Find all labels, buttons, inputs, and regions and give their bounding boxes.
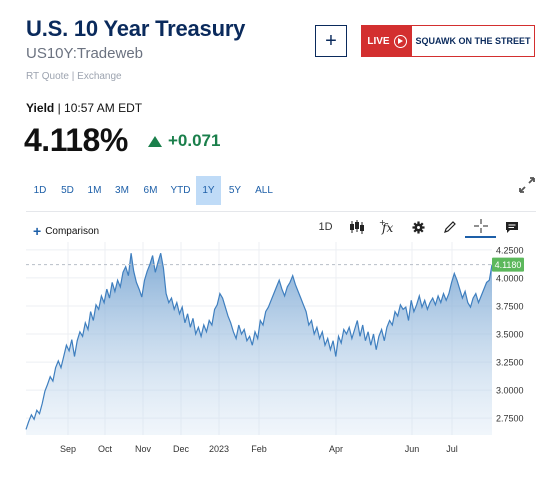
range-1m[interactable]: 1M bbox=[87, 185, 102, 196]
series-area bbox=[26, 253, 492, 435]
x-tick-label: Nov bbox=[135, 444, 152, 454]
x-tick-label: 2023 bbox=[209, 444, 229, 454]
svg-text:+: + bbox=[379, 219, 386, 227]
y-tick-label: 4.0000 bbox=[496, 273, 524, 283]
y-tick-label: 3.5000 bbox=[496, 330, 524, 340]
range-1y[interactable]: 1Y bbox=[196, 176, 221, 205]
comparison-label: Comparison bbox=[45, 225, 100, 237]
live-tag-label: LIVE bbox=[367, 35, 390, 47]
up-arrow-icon bbox=[148, 135, 162, 147]
live-badge: LIVE bbox=[362, 26, 412, 56]
quote-time: 10:57 AM EDT bbox=[64, 101, 143, 115]
series-line bbox=[25, 253, 493, 430]
candlestick-icon bbox=[349, 220, 364, 234]
price-change: +0.071 bbox=[148, 131, 220, 151]
settings-button[interactable] bbox=[403, 216, 434, 238]
y-tick-label: 4.2500 bbox=[496, 245, 524, 255]
y-tick-label: 2.7500 bbox=[496, 414, 524, 424]
comparison-button[interactable]: + Comparison bbox=[33, 223, 99, 239]
last-value-label: 4.1180 bbox=[495, 260, 522, 270]
yield-label: Yield bbox=[26, 101, 55, 115]
studies-button[interactable]: fx + bbox=[372, 216, 403, 238]
range-3m[interactable]: 3M bbox=[115, 185, 129, 196]
divider bbox=[26, 211, 536, 212]
interval-label: 1D bbox=[318, 221, 333, 233]
range-all[interactable]: ALL bbox=[255, 185, 273, 196]
comment-button[interactable] bbox=[496, 216, 527, 238]
last-price: 4.118% bbox=[24, 122, 128, 158]
interval-button[interactable]: 1D bbox=[310, 216, 341, 238]
play-icon bbox=[393, 34, 407, 48]
live-stream-button[interactable]: LIVE SQUAWK ON THE STREET bbox=[361, 25, 535, 57]
chart-toolbar: 1D fx + bbox=[310, 216, 527, 238]
gear-icon bbox=[412, 220, 425, 234]
x-tick-label: Feb bbox=[251, 444, 267, 454]
crosshair-icon bbox=[473, 219, 488, 233]
x-tick-label: Jul bbox=[446, 444, 458, 454]
y-tick-label: 3.0000 bbox=[496, 386, 524, 396]
x-tick-label: Jun bbox=[405, 444, 420, 454]
function-icon: fx + bbox=[379, 219, 393, 235]
x-tick-label: Dec bbox=[173, 444, 190, 454]
svg-text:fx: fx bbox=[381, 221, 393, 235]
live-stream-label: SQUAWK ON THE STREET bbox=[415, 36, 531, 46]
range-5d[interactable]: 5D bbox=[61, 185, 74, 196]
expand-icon[interactable] bbox=[518, 176, 536, 194]
comment-icon bbox=[505, 222, 518, 233]
range-6m[interactable]: 6M bbox=[143, 185, 158, 196]
x-tick-label: Oct bbox=[98, 444, 113, 454]
add-to-watchlist-button[interactable]: + bbox=[315, 25, 347, 57]
time-range-selector: 1D 5D 1M 3M 6M YTD 1Y 5Y ALL bbox=[26, 176, 279, 205]
quote-source: RT Quote | Exchange bbox=[26, 71, 122, 82]
y-tick-label: 3.7500 bbox=[496, 301, 524, 311]
x-tick-label: Apr bbox=[329, 444, 343, 454]
draw-button[interactable] bbox=[434, 216, 465, 238]
range-1d[interactable]: 1D bbox=[33, 185, 47, 196]
y-tick-label: 3.2500 bbox=[496, 358, 524, 368]
pencil-icon bbox=[443, 221, 456, 233]
x-tick-label: Sep bbox=[60, 444, 76, 454]
range-ytd[interactable]: YTD bbox=[170, 185, 191, 196]
crosshair-button[interactable] bbox=[465, 216, 496, 238]
yield-chart[interactable]: 4.1180 4.2500 4.0000 3.7500 3.5000 3.2500 3.00… bbox=[0, 240, 560, 479]
plus-icon: + bbox=[325, 29, 337, 52]
plus-icon: + bbox=[33, 223, 42, 239]
chart-type-button[interactable] bbox=[341, 216, 372, 238]
quote-timestamp: Yield | 10:57 AM EDT bbox=[26, 101, 143, 115]
range-5y[interactable]: 5Y bbox=[228, 185, 242, 196]
change-value: +0.071 bbox=[168, 131, 221, 150]
last-value-badge bbox=[492, 257, 524, 272]
symbol-label: US10Y:Tradeweb bbox=[26, 45, 144, 62]
page-title: U.S. 10 Year Treasury bbox=[26, 16, 246, 41]
